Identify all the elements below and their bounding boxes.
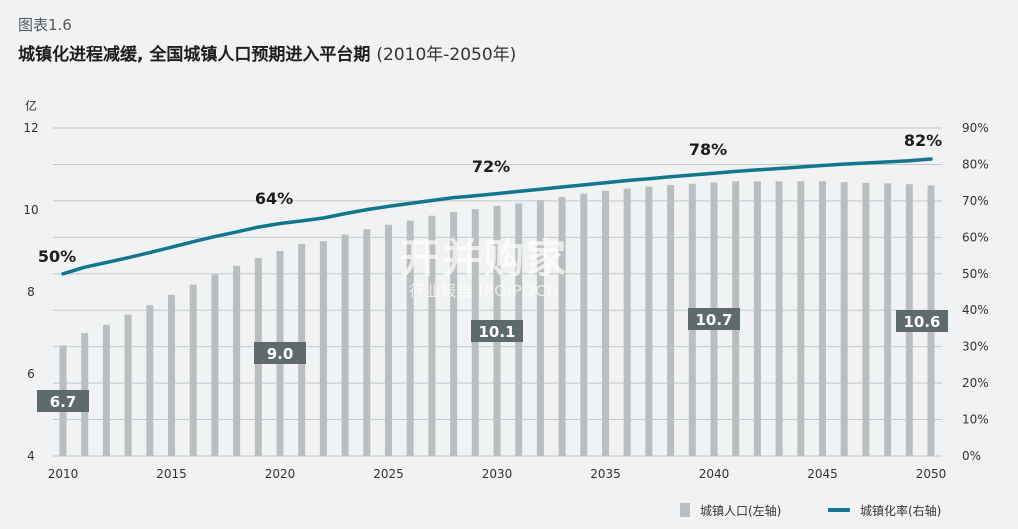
legend-item-line: 城镇化率(右轴): [828, 500, 941, 520]
bar-label-box: [896, 310, 948, 332]
bar-2028: [450, 212, 458, 456]
right-tick-label: 90%: [962, 121, 989, 135]
bar-label: 9.0: [267, 345, 294, 363]
line-label: 50%: [38, 247, 76, 266]
bar-2014: [146, 305, 154, 456]
legend-line-label: 城镇化率(右轴): [860, 503, 942, 518]
right-tick-label: 70%: [962, 194, 989, 208]
bar-2012: [102, 324, 110, 456]
bar-2026: [406, 220, 414, 456]
line-label: 72%: [472, 157, 510, 176]
left-tick-label: 10: [23, 203, 38, 217]
bar-2042: [753, 181, 761, 457]
bar-2047: [862, 182, 870, 456]
figure-label: 图表1.6: [18, 16, 72, 34]
right-tick-label: 40%: [962, 303, 989, 317]
right-tick-label: 50%: [962, 267, 989, 281]
bar-2023: [341, 234, 349, 456]
legend-item-bar: 城镇人口(左轴): [680, 500, 781, 520]
bar-label: 10.6: [903, 313, 940, 331]
bar-2027: [428, 215, 436, 456]
bar-series: [59, 181, 935, 457]
bar-2044: [797, 181, 805, 457]
bar-2038: [667, 184, 675, 457]
line-label: 78%: [689, 140, 727, 159]
bar-label: 6.7: [50, 393, 77, 411]
x-tick-label: 2045: [807, 467, 838, 481]
legend-bar-label: 城镇人口(左轴): [700, 503, 782, 518]
bar-label-box: [37, 390, 89, 412]
bar-2018: [233, 265, 241, 456]
bar-2035: [602, 190, 609, 457]
bar-2037: [645, 186, 653, 456]
left-tick-label: 8: [27, 285, 35, 299]
left-tick-label: 12: [23, 121, 38, 135]
x-tick-label: 2025: [373, 467, 404, 481]
x-tick-label: 2035: [590, 467, 621, 481]
x-tick-label: 2020: [265, 467, 296, 481]
bar-2025: [385, 224, 392, 456]
axis-labels: 4 6 8 10 12 亿 0% 10% 20% 30% 40% 50% 60% 70% 80% 90% 201…: [23, 98, 988, 481]
bar-2022: [319, 241, 327, 456]
bar-2017: [211, 274, 219, 456]
right-tick-label: 0%: [962, 449, 981, 463]
line-label: 64%: [255, 189, 293, 208]
bar-label-box: [471, 320, 523, 342]
bar-2045: [819, 181, 826, 457]
line-series: [61, 157, 933, 276]
chart-subtitle: (2010年-2050年): [376, 45, 517, 65]
bar-2016: [189, 284, 197, 456]
left-tick-label: 6: [27, 367, 35, 381]
line-label: 82%: [904, 131, 942, 150]
chart-title-block: 城镇化进程减缓, 全国城镇人口预期进入平台期 (2010年-2050年): [18, 40, 516, 65]
right-tick-label: 20%: [962, 376, 989, 390]
bar-label: 10.7: [695, 311, 732, 329]
bar-label-box: [254, 342, 306, 364]
bar-label: 10.1: [478, 323, 515, 341]
right-tick-label: 60%: [962, 230, 989, 244]
right-tick-label: 10%: [962, 413, 989, 427]
x-tick-label: 2050: [916, 467, 947, 481]
legend-bar-swatch: [680, 503, 690, 517]
urbanization-rate-line: [61, 157, 933, 276]
right-tick-label: 30%: [962, 340, 989, 354]
x-tick-label: 2030: [482, 467, 513, 481]
right-tick-label: 80%: [962, 157, 989, 171]
bar-2015: [168, 294, 175, 456]
bar-2033: [558, 196, 566, 456]
left-axis-unit: 亿: [25, 98, 37, 113]
bar-2013: [124, 314, 132, 456]
x-tick-label: 2010: [48, 467, 79, 481]
x-tick-label: 2040: [699, 467, 730, 481]
bar-2048: [884, 183, 892, 456]
bar-2024: [363, 229, 371, 456]
legend-line-swatch: [828, 508, 850, 512]
data-labels: 6.7 9.0 10.1 10.7 10.6 50% 64% 72% 78% 82%: [37, 131, 948, 412]
bar-2034: [580, 193, 588, 456]
bar-2046: [840, 182, 848, 456]
bar-2032: [536, 200, 544, 456]
bar-2036: [623, 188, 631, 456]
bar-label-box: [688, 308, 740, 330]
left-tick-label: 4: [27, 449, 35, 463]
x-tick-label: 2015: [156, 467, 187, 481]
bar-2043: [775, 181, 783, 457]
chart-title: 城镇化进程减缓, 全国城镇人口预期进入平台期: [18, 45, 371, 65]
